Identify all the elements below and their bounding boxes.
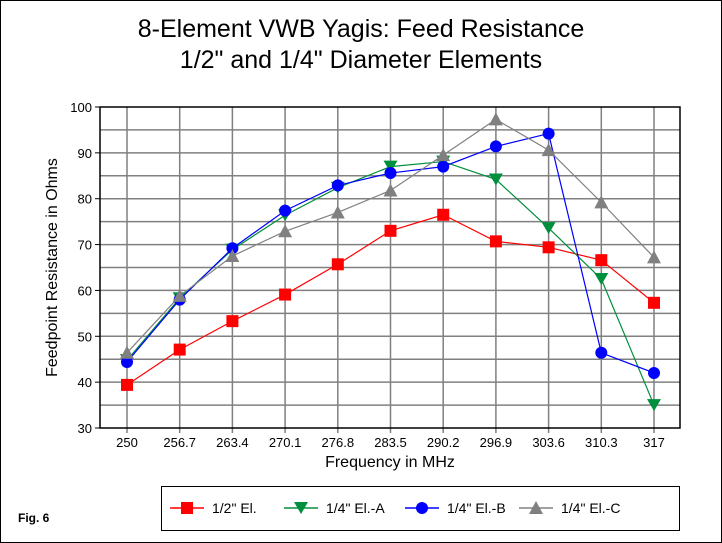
x-tick-label: 283.5	[374, 435, 407, 450]
data-point-half-inch	[331, 258, 344, 271]
legend-item: 1/4" El.-A	[284, 500, 385, 516]
data-point-quarter-b	[648, 366, 660, 379]
legend-marker	[294, 502, 308, 514]
y-tick-label: 80	[78, 192, 92, 207]
plot-svg: 30 40 50 60 70 80 90 100 250 256.7 263.4 270.1 276.8…	[44, 100, 681, 471]
data-point-quarter-c	[488, 112, 503, 126]
legend-marker	[181, 502, 193, 514]
legend-marker	[529, 501, 543, 514]
data-point-quarter-b	[595, 346, 608, 359]
legend-item: 1/2" El.	[170, 500, 257, 516]
data-point-quarter-c	[225, 249, 240, 263]
y-tick-label: 30	[78, 421, 92, 436]
legend-label: 1/4" El.-A	[326, 500, 385, 516]
data-point-quarter-b	[489, 140, 502, 153]
x-tick-label: 276.8	[322, 435, 355, 450]
data-point-half-inch	[437, 208, 450, 221]
x-tick-label: 256.7	[163, 435, 196, 450]
legend-swatch-icon	[519, 501, 553, 514]
data-point-quarter-b	[437, 160, 450, 173]
y-tick-label: 50	[78, 329, 92, 344]
data-point-quarter-c	[278, 224, 293, 238]
data-point-quarter-b	[542, 127, 555, 140]
legend-label: 1/4" El.-C	[561, 500, 621, 516]
y-tick-label: 100	[70, 100, 92, 115]
x-tick-label: 303.6	[532, 435, 565, 450]
legend-item: 1/4" El.-C	[519, 500, 620, 516]
y-axis-label: Feedpoint Resistance in Ohms	[44, 158, 61, 377]
data-point-quarter-c	[383, 183, 398, 197]
legend-swatch-icon	[405, 502, 439, 514]
y-tick-label: 40	[78, 375, 92, 390]
data-point-half-inch	[542, 241, 555, 254]
data-point-quarter-b	[384, 167, 397, 180]
data-point-quarter-c	[647, 250, 661, 264]
x-tick-label: 317	[643, 435, 665, 450]
data-point-quarter-c	[172, 288, 187, 302]
legend: 1/2" El. 1/4" El.-A 1/4" El.-B 1/4" El.-C	[161, 486, 680, 531]
data-point-quarter-a	[541, 222, 556, 235]
legend-marker	[416, 502, 428, 514]
legend-label: 1/2" El.	[212, 500, 257, 516]
data-point-half-inch	[384, 224, 397, 237]
legend-label: 1/4" El.-B	[447, 500, 506, 516]
x-tick-label: 263.4	[216, 435, 249, 450]
chart-title-line-2: 1/2" and 1/4" Diameter Elements	[179, 46, 543, 74]
y-tick-label: 90	[78, 146, 92, 161]
plot-border	[99, 106, 681, 429]
data-point-quarter-b	[226, 242, 239, 255]
x-tick-label: 270.1	[269, 435, 302, 450]
data-point-quarter-b	[121, 355, 133, 368]
legend-swatch-icon	[170, 502, 204, 514]
data-point-quarter-b	[279, 204, 292, 217]
data-point-half-inch	[489, 235, 502, 248]
data-point-half-inch	[279, 288, 292, 301]
data-point-quarter-a	[647, 399, 661, 412]
data-point-quarter-c	[436, 148, 451, 162]
data-point-half-inch	[121, 378, 133, 391]
data-point-half-inch	[173, 343, 186, 356]
y-tick-label: 60	[78, 283, 92, 298]
data-point-quarter-c	[330, 205, 345, 219]
legend-item: 1/4" El.-B	[405, 500, 506, 516]
data-point-half-inch	[595, 254, 608, 267]
x-axis-label: Frequency in MHz	[325, 454, 455, 471]
x-tick-label: 290.2	[427, 435, 460, 450]
data-point-quarter-a	[488, 173, 503, 186]
data-point-half-inch	[648, 296, 660, 309]
data-point-quarter-c	[541, 143, 556, 157]
x-tick-label: 296.9	[480, 435, 513, 450]
y-tick-label: 70	[78, 238, 92, 253]
data-point-quarter-b	[331, 179, 344, 192]
legend-swatch-icon	[284, 502, 318, 514]
chart-title-line-1: 8-Element VWB Yagis: Feed Resistance	[137, 15, 585, 43]
data-point-half-inch	[226, 315, 239, 328]
data-point-quarter-c	[120, 345, 134, 359]
figure-label: Fig. 6	[18, 511, 50, 525]
x-tick-label: 250	[116, 435, 138, 450]
data-point-quarter-a	[594, 272, 609, 285]
data-point-quarter-c	[594, 195, 609, 209]
data-point-quarter-a	[383, 160, 398, 173]
x-tick-label: 310.3	[585, 435, 618, 450]
